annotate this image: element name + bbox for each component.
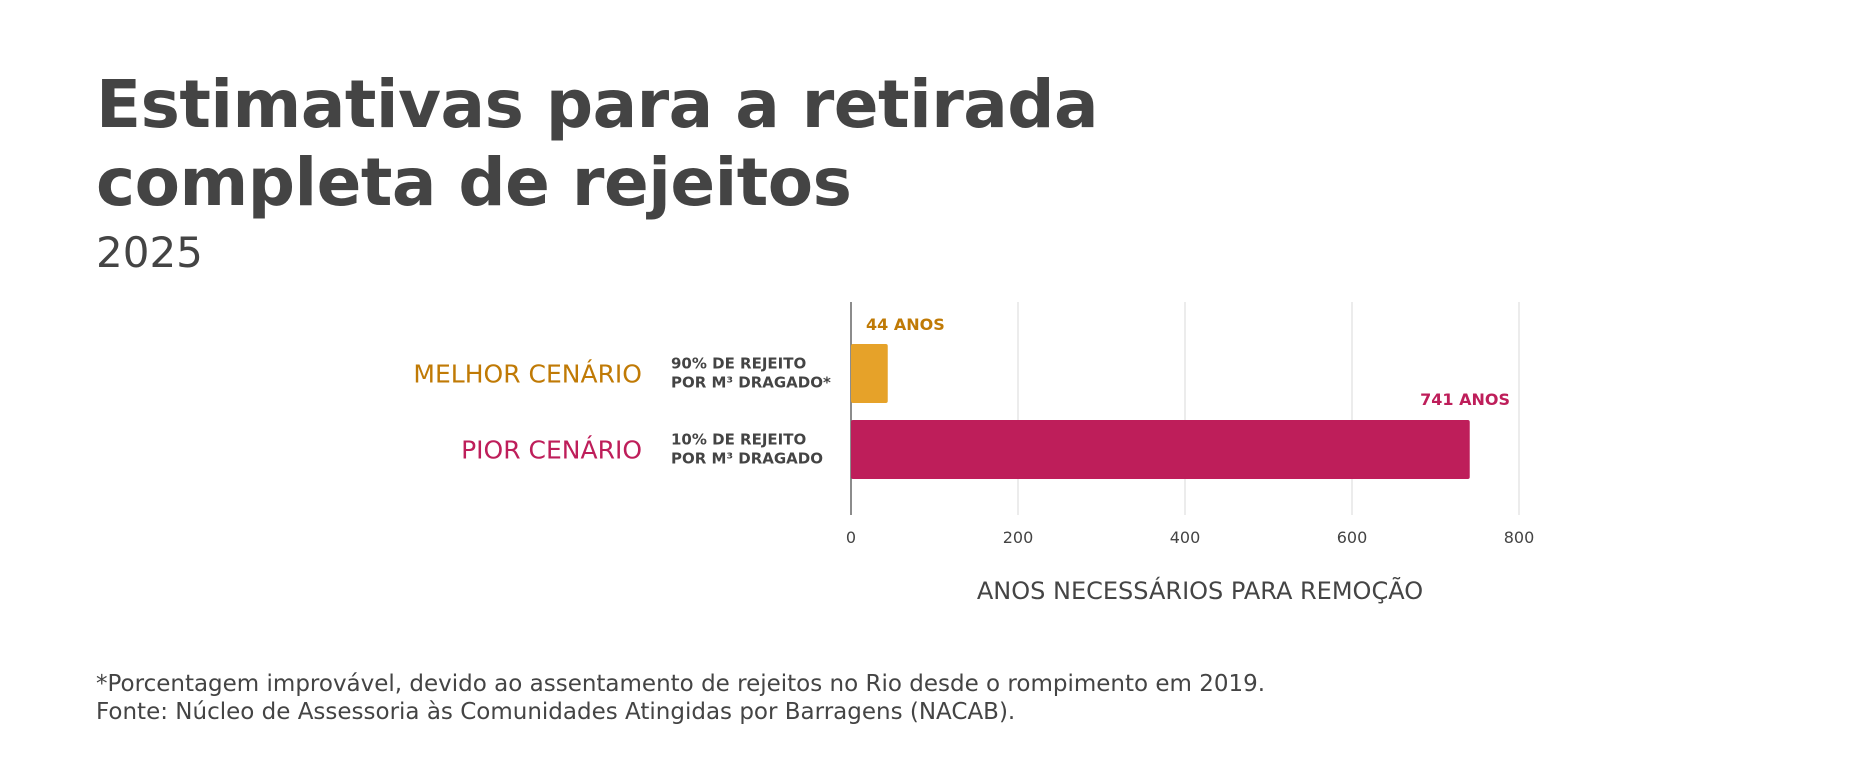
data-label: 741 ANOS <box>1420 390 1510 409</box>
category-label: MELHOR CENÁRIO <box>413 360 642 389</box>
category-sublabel: 90% DE REJEITO <box>671 355 806 373</box>
x-tick-label: 600 <box>1337 528 1368 547</box>
category-sublabel: POR M³ DRAGADO* <box>671 374 831 392</box>
x-tick-label: 400 <box>1170 528 1201 547</box>
source-note: Fonte: Núcleo de Assessoria às Comunidad… <box>96 699 1016 725</box>
footnote: *Porcentagem improvável, devido ao assen… <box>96 671 1266 697</box>
category-sublabel: POR M³ DRAGADO <box>671 450 823 468</box>
chart-title: Estimativas para a retirada completa de … <box>96 66 1099 221</box>
chart-subtitle: 2025 <box>96 228 203 277</box>
category-sublabel: 10% DE REJEITO <box>671 431 806 449</box>
bar <box>851 344 888 403</box>
footnotes: *Porcentagem improvável, devido ao assen… <box>96 670 1265 726</box>
x-tick-label: 800 <box>1504 528 1535 547</box>
x-tick-label: 200 <box>1003 528 1034 547</box>
x-tick-label: 0 <box>846 528 856 547</box>
x-axis-title: ANOS NECESSÁRIOS PARA REMOÇÃO <box>977 575 1423 605</box>
category-label: PIOR CENÁRIO <box>461 436 642 465</box>
bar <box>851 420 1470 479</box>
data-label: 44 ANOS <box>866 315 945 334</box>
